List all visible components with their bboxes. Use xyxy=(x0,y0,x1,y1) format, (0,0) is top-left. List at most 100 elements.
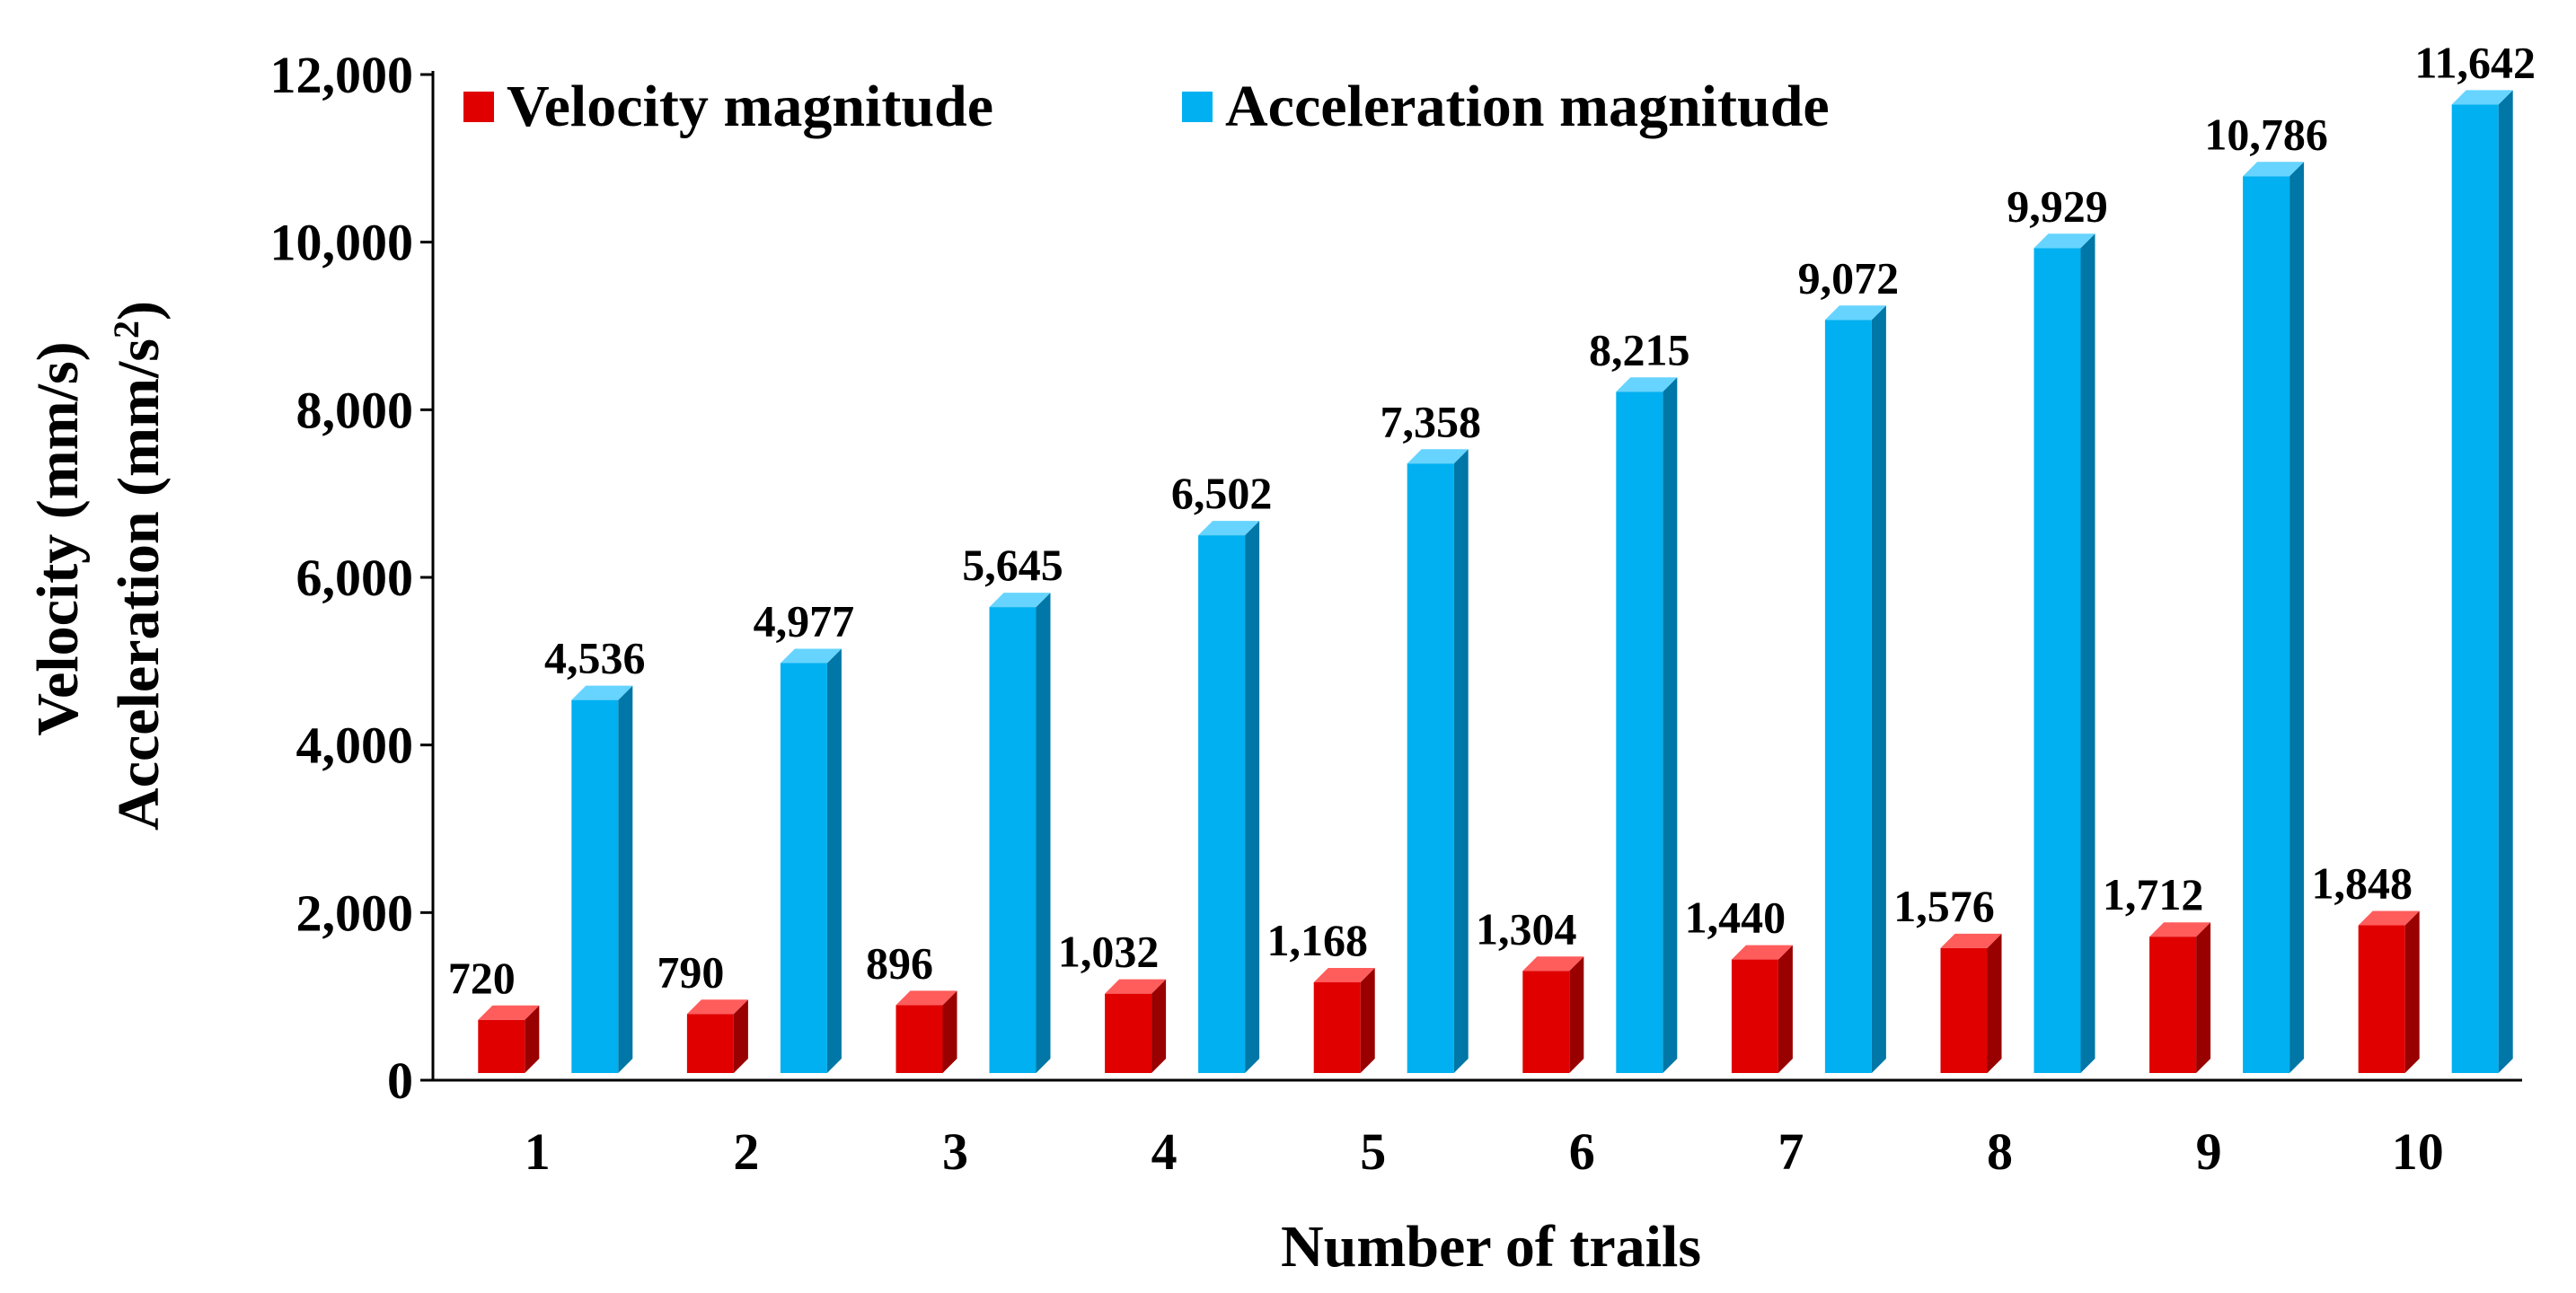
y-tick-label-2000: 2,000 xyxy=(296,884,414,942)
bar-acceleration-7-top xyxy=(1824,305,1886,321)
data-label-velocity-8: 1,576 xyxy=(1893,881,1995,931)
bar-acceleration-9-side xyxy=(2289,162,2305,1074)
bar-acceleration-6-side xyxy=(1663,377,1678,1073)
bar-acceleration-7-front xyxy=(1824,320,1872,1073)
bar-acceleration-5-front xyxy=(1407,463,1454,1073)
bar-velocity-7 xyxy=(1731,945,1793,1073)
y-axis-title-line-1: Velocity (mm/s) xyxy=(25,341,91,735)
x-tick-label-4: 4 xyxy=(1151,1122,1178,1181)
bar-acceleration-9-top xyxy=(2243,162,2305,177)
bar-acceleration-9-front xyxy=(2243,176,2290,1074)
data-label-velocity-7: 1,440 xyxy=(1685,893,1786,943)
bar-acceleration-4 xyxy=(1198,521,1260,1073)
bar-acceleration-4-top xyxy=(1198,521,1260,536)
bar-acceleration-4-side xyxy=(1245,521,1260,1073)
bar-acceleration-9 xyxy=(2243,162,2305,1074)
y-tick-label-4000: 4,000 xyxy=(296,717,414,775)
x-tick-label-2: 2 xyxy=(733,1122,759,1181)
y-axis-title-line-2: Acceleration (mm/s2) xyxy=(106,301,172,831)
legend: Velocity magnitude Acceleration magnitude xyxy=(463,74,1830,139)
bar-acceleration-3-side xyxy=(1036,593,1051,1073)
y-tick-label-12000: 12,000 xyxy=(270,46,414,104)
bar-velocity-7-side xyxy=(1778,945,1793,1073)
bar-acceleration-10-top xyxy=(2451,90,2513,105)
data-labels-layer: 720 4,536 790 4,977 896 5,645 1,032 6,502 1,168 7… xyxy=(448,37,2536,1002)
bar-acceleration-5-top xyxy=(1407,449,1469,464)
bar-acceleration-1-front xyxy=(571,699,619,1073)
data-label-acceleration-4: 6,502 xyxy=(1171,468,1273,518)
bar-acceleration-3 xyxy=(989,593,1051,1073)
bar-velocity-8-top xyxy=(1940,933,2002,948)
bar-acceleration-3-front xyxy=(989,607,1037,1073)
bar-velocity-8-side xyxy=(1987,933,2002,1073)
bar-velocity-2-front xyxy=(686,1014,734,1073)
bar-velocity-3 xyxy=(895,990,957,1073)
x-tick-label-1: 1 xyxy=(525,1122,551,1181)
bar-acceleration-10-side xyxy=(2498,90,2513,1073)
bar-acceleration-8-front xyxy=(2033,248,2081,1073)
bar-velocity-5-top xyxy=(1313,967,1375,982)
bar-velocity-5 xyxy=(1313,967,1375,1073)
bar-velocity-10 xyxy=(2358,910,2420,1073)
legend-acceleration-label: Acceleration magnitude xyxy=(1225,74,1830,139)
bar-acceleration-6 xyxy=(1616,377,1678,1073)
data-label-velocity-5: 1,168 xyxy=(1266,915,1368,965)
bar-velocity-2-side xyxy=(733,999,748,1073)
bar-velocity-4-top xyxy=(1105,979,1167,994)
bar-velocity-10-top xyxy=(2358,910,2420,926)
bar-velocity-6 xyxy=(1522,956,1584,1073)
data-label-acceleration-5: 7,358 xyxy=(1380,396,1481,446)
bar-velocity-3-top xyxy=(895,990,957,1006)
bar-acceleration-1 xyxy=(571,685,633,1073)
y-axis-title-superscript: 2 xyxy=(106,321,146,339)
bar-velocity-9-side xyxy=(2196,922,2211,1073)
bar-velocity-10-side xyxy=(2404,910,2420,1073)
legend-acceleration-swatch xyxy=(1182,92,1213,122)
bar-velocity-4 xyxy=(1105,979,1167,1073)
y-tick-label-8000: 8,000 xyxy=(296,381,414,439)
bar-acceleration-2-side xyxy=(826,648,842,1073)
bar-acceleration-7-side xyxy=(1871,305,1886,1073)
data-label-acceleration-7: 9,072 xyxy=(1798,252,1900,303)
bar-acceleration-4-front xyxy=(1198,535,1246,1073)
data-label-velocity-9: 1,712 xyxy=(2103,869,2204,919)
bar-acceleration-1-side xyxy=(618,685,633,1073)
bar-velocity-1-top xyxy=(478,1005,540,1020)
bar-velocity-1-side xyxy=(525,1005,540,1073)
bar-acceleration-6-front xyxy=(1616,391,1663,1073)
x-tick-label-3: 3 xyxy=(942,1122,968,1181)
data-label-acceleration-8: 9,929 xyxy=(2007,180,2108,231)
bar-velocity-2 xyxy=(686,999,748,1073)
bar-velocity-9 xyxy=(2149,922,2211,1073)
data-label-velocity-2: 790 xyxy=(657,946,724,997)
bar-acceleration-10 xyxy=(2451,90,2513,1073)
bar-velocity-6-front xyxy=(1522,971,1570,1073)
x-tick-label-8: 8 xyxy=(1987,1122,2013,1181)
bar-velocity-4-side xyxy=(1151,979,1167,1073)
data-label-velocity-1: 720 xyxy=(448,953,516,1003)
bar-acceleration-6-top xyxy=(1616,377,1678,392)
data-label-acceleration-3: 5,645 xyxy=(962,540,1063,590)
bar-velocity-7-front xyxy=(1731,959,1778,1073)
bar-velocity-1-front xyxy=(478,1019,525,1073)
data-label-acceleration-6: 8,215 xyxy=(1589,324,1690,374)
x-tick-label-7: 7 xyxy=(1778,1122,1804,1181)
bar-velocity-5-side xyxy=(1360,967,1375,1073)
legend-velocity-swatch xyxy=(463,92,494,122)
bar-velocity-10-front xyxy=(2358,925,2405,1073)
x-axis-title: Number of trails xyxy=(1281,1214,1701,1280)
data-label-acceleration-2: 4,977 xyxy=(754,595,855,646)
bar-acceleration-5 xyxy=(1407,449,1469,1074)
data-label-velocity-3: 896 xyxy=(866,937,933,988)
bar-velocity-3-front xyxy=(895,1005,943,1073)
bar-acceleration-8-top xyxy=(2033,233,2095,249)
y-tick-label-10000: 10,000 xyxy=(270,214,414,272)
data-label-acceleration-1: 4,536 xyxy=(544,633,646,683)
data-label-acceleration-10: 11,642 xyxy=(2414,37,2536,87)
bar-velocity-9-top xyxy=(2149,922,2211,937)
y-tick-label-0: 0 xyxy=(387,1051,413,1110)
bar-acceleration-2-front xyxy=(780,663,827,1073)
bar-acceleration-10-front xyxy=(2451,104,2499,1073)
bar-acceleration-8-side xyxy=(2080,233,2095,1073)
